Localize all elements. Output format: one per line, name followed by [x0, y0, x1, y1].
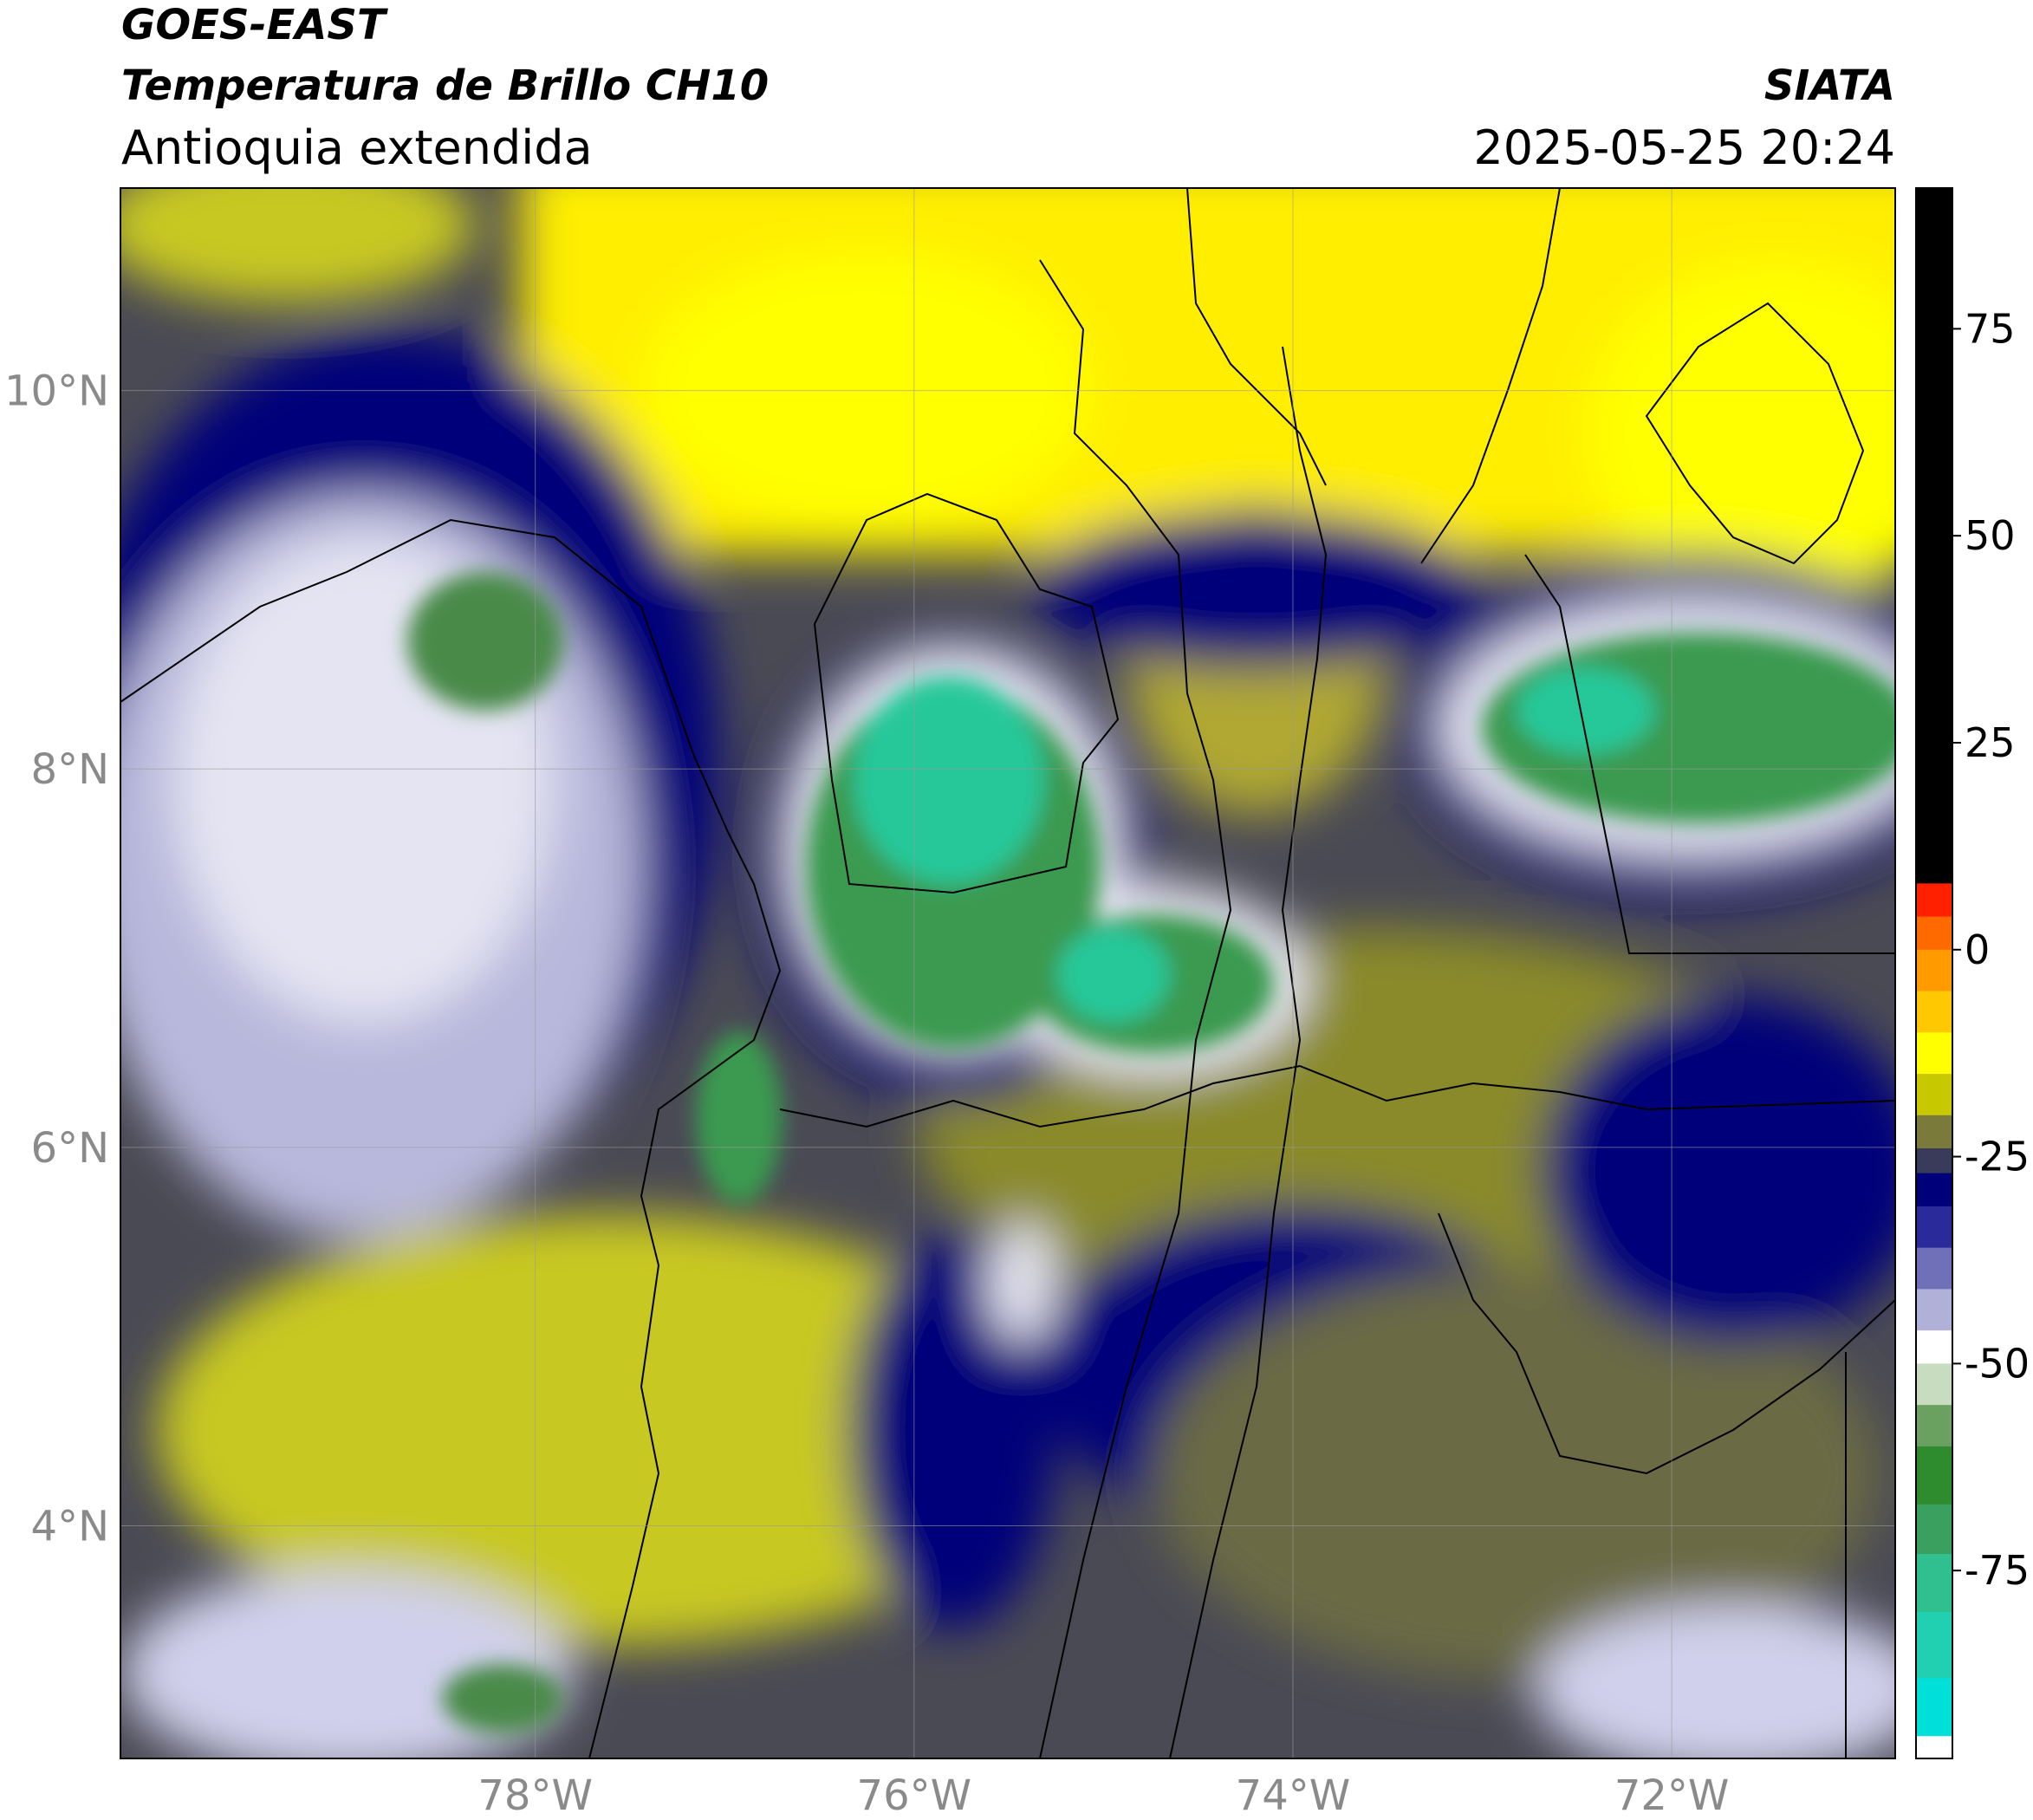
title-line2: Temperatura de Brillo CH10: [121, 62, 769, 110]
y-tick-label: 6°N: [31, 1124, 109, 1173]
colorbar-band: [1916, 1363, 1952, 1406]
colorbar-band: [1916, 949, 1952, 992]
subtitle: Antioquia extendida: [121, 120, 593, 175]
colorbar-band: [1916, 1678, 1952, 1737]
colorbar-band: [1916, 991, 1952, 1033]
colorbar-band: [1916, 1148, 1952, 1174]
borders: [120, 188, 1895, 1758]
agency: SIATA: [1764, 62, 1895, 110]
graticule: [120, 188, 1895, 1758]
colorbar-tick-label: -25: [1965, 1134, 2030, 1180]
x-tick-label: 74°W: [1236, 1771, 1351, 1820]
colorbar-band: [1916, 1074, 1952, 1116]
colorbar-band: [1916, 916, 1952, 951]
colorbar-band: [1916, 1206, 1952, 1249]
colorbar-band: [1916, 1405, 1952, 1447]
colorbar-band: [1916, 1504, 1952, 1555]
colorbar-frame: [1915, 187, 1953, 1759]
map-frame: [120, 187, 1896, 1759]
y-tick-label: 10°N: [4, 367, 109, 416]
colorbar-band: [1916, 1554, 1952, 1613]
colorbar-band: [1916, 1247, 1952, 1290]
x-tick-label: 72°W: [1614, 1771, 1730, 1820]
y-tick-label: 8°N: [31, 745, 109, 794]
colorbar-tick-label: 50: [1965, 512, 2016, 559]
colorbar-tick-label: -75: [1965, 1547, 2030, 1594]
colorbar-band: [1916, 1115, 1952, 1149]
colorbar-band: [1916, 1032, 1952, 1075]
colorbar-tick-label: -50: [1965, 1340, 2030, 1387]
x-tick-label: 76°W: [857, 1771, 972, 1820]
colorbar-band: [1916, 1289, 1952, 1331]
colorbar-band: [1916, 1611, 1952, 1679]
title-line1: GOES-EAST: [121, 1, 388, 49]
colorbar-band: [1916, 188, 1952, 884]
x-tick-label: 78°W: [477, 1771, 593, 1820]
colorbar-tick-label: 0: [1965, 926, 1990, 973]
colorbar-band: [1916, 1446, 1952, 1505]
y-tick-label: 4°N: [31, 1502, 109, 1550]
colorbar-band: [1916, 883, 1952, 918]
colorbar: 75 50 25 0 -25 -50 -75: [1916, 188, 2030, 1759]
colorbar-band: [1916, 1736, 1952, 1759]
colorbar-tick-label: 75: [1965, 305, 2016, 352]
datetime: 2025-05-25 20:24: [1473, 120, 1895, 175]
colorbar-band: [1916, 1173, 1952, 1207]
colorbar-tick-label: 25: [1965, 719, 2016, 766]
colorbar-band: [1916, 1330, 1952, 1364]
satellite-image: [120, 188, 1895, 1758]
